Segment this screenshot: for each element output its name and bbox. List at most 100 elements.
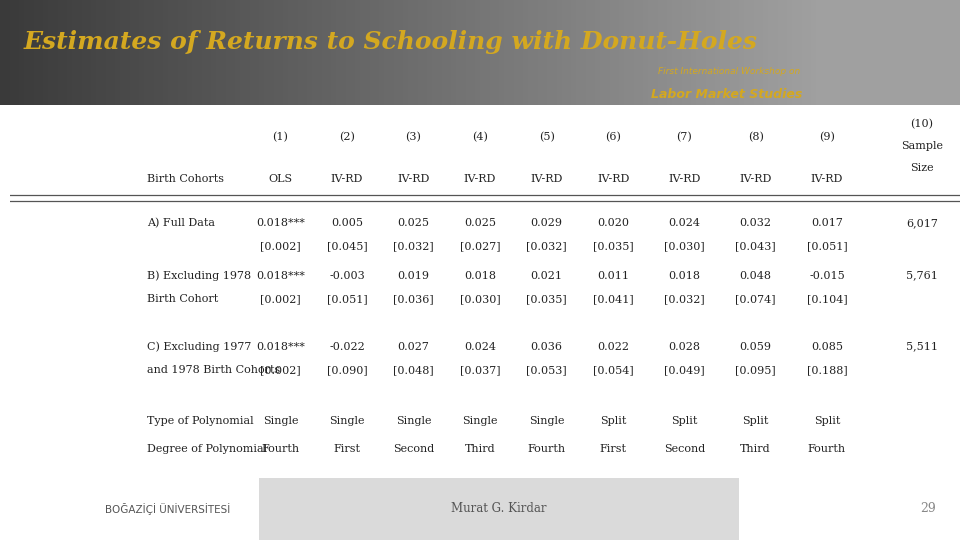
Bar [317, 0, 322, 105]
Text: Second: Second [393, 444, 434, 454]
Bar [427, 0, 432, 105]
Text: Second: Second [663, 444, 705, 454]
Text: 5,761: 5,761 [906, 271, 938, 281]
Bar [158, 0, 163, 105]
Text: [0.048]: [0.048] [394, 366, 434, 375]
Bar [494, 0, 499, 105]
Text: 6,017: 6,017 [906, 218, 938, 228]
Bar [898, 0, 902, 105]
Text: (6): (6) [605, 132, 621, 142]
Bar [902, 0, 907, 105]
Bar [768, 0, 773, 105]
Bar [408, 0, 413, 105]
Text: [0.043]: [0.043] [735, 241, 776, 252]
Bar [936, 0, 941, 105]
Bar [269, 0, 274, 105]
Bar [86, 0, 91, 105]
Bar [451, 0, 456, 105]
Text: [0.188]: [0.188] [806, 366, 848, 375]
Bar [562, 0, 566, 105]
Text: Murat G. Kirdar: Murat G. Kirdar [451, 502, 547, 516]
Bar [77, 0, 82, 105]
Bar [878, 0, 883, 105]
Bar [706, 0, 710, 105]
Bar [725, 0, 730, 105]
Bar [168, 0, 173, 105]
Bar [389, 0, 394, 105]
Bar [437, 0, 442, 105]
Text: 0.059: 0.059 [739, 342, 772, 352]
Text: Birth Cohort: Birth Cohort [148, 294, 219, 305]
Text: -0.003: -0.003 [329, 271, 365, 281]
Bar [734, 0, 739, 105]
Text: [0.041]: [0.041] [592, 294, 634, 305]
Text: OLS: OLS [269, 174, 293, 184]
Bar [518, 0, 523, 105]
Text: 0.018***: 0.018*** [256, 218, 305, 228]
Bar [624, 0, 629, 105]
Bar [710, 0, 715, 105]
Bar [307, 0, 312, 105]
Bar [514, 0, 518, 105]
Text: Sample: Sample [901, 141, 943, 151]
Bar [854, 0, 859, 105]
Text: Single: Single [396, 416, 431, 427]
Bar [907, 0, 912, 105]
Text: B) Excluding 1978: B) Excluding 1978 [148, 271, 252, 281]
Bar [259, 478, 739, 540]
Bar [442, 0, 446, 105]
Bar [149, 0, 154, 105]
Bar [605, 0, 610, 105]
Bar [533, 0, 538, 105]
Bar [557, 0, 562, 105]
Bar [202, 0, 206, 105]
Bar [230, 0, 235, 105]
Bar [869, 0, 874, 105]
Text: [0.036]: [0.036] [394, 294, 434, 305]
Text: 0.032: 0.032 [739, 218, 772, 228]
Bar [672, 0, 677, 105]
Text: 0.019: 0.019 [397, 271, 429, 281]
Text: Single: Single [263, 416, 299, 427]
Text: (3): (3) [405, 132, 421, 142]
Bar [82, 0, 86, 105]
Bar [835, 0, 840, 105]
Text: [0.032]: [0.032] [526, 241, 567, 252]
Bar [216, 0, 221, 105]
Bar [312, 0, 317, 105]
Bar [346, 0, 350, 105]
Bar [830, 0, 835, 105]
Bar [730, 0, 734, 105]
Text: Birth Cohorts: Birth Cohorts [148, 174, 225, 184]
Text: [0.074]: [0.074] [735, 294, 776, 305]
Bar [120, 0, 125, 105]
Bar [648, 0, 653, 105]
Text: 0.024: 0.024 [464, 342, 496, 352]
Bar [893, 0, 898, 105]
Bar [806, 0, 811, 105]
Bar [802, 0, 806, 105]
Text: 0.027: 0.027 [397, 342, 429, 352]
Text: 0.028: 0.028 [668, 342, 701, 352]
Bar [955, 0, 960, 105]
Text: [0.030]: [0.030] [664, 241, 705, 252]
Bar [5, 0, 10, 105]
Bar [758, 0, 763, 105]
Text: Split: Split [742, 416, 769, 427]
Text: Split: Split [671, 416, 698, 427]
Text: 0.018: 0.018 [668, 271, 701, 281]
Text: 0.025: 0.025 [464, 218, 496, 228]
Text: 0.022: 0.022 [597, 342, 629, 352]
Text: Third: Third [465, 444, 495, 454]
Bar [370, 0, 374, 105]
Text: Single: Single [463, 416, 498, 427]
Bar [720, 0, 725, 105]
Bar [398, 0, 403, 105]
Bar [922, 0, 926, 105]
Bar [278, 0, 283, 105]
Bar [912, 0, 917, 105]
Text: Fourth: Fourth [527, 444, 565, 454]
Bar [360, 0, 365, 105]
Bar [259, 0, 264, 105]
Bar [538, 0, 542, 105]
